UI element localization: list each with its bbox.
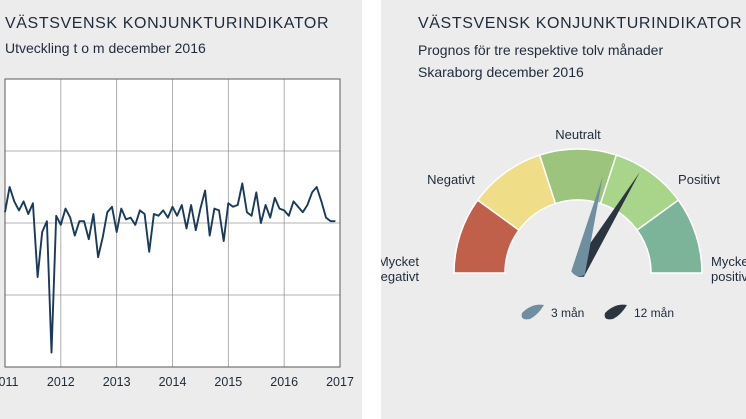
chart-title: VÄSTSVENSK KONJUNKTURINDIKATOR [5,15,330,32]
gauge-subtitle: Prognos för tre respektive tolv månader [418,42,664,58]
line-chart: 2011 2012 2013 2014 2015 2016 2017 [0,78,354,389]
legend-label: 3 mån [551,306,584,320]
x-tick-label: 2015 [214,375,242,389]
series-line [4,182,336,354]
x-tick-label: 2012 [47,375,75,389]
needle-3-months [571,176,603,277]
x-tick-label: 2017 [326,375,354,389]
gauge-chart: Mycketnegativt Negativt Neutralt Positivt My… [381,127,746,320]
plot-frame [4,78,341,368]
gauge-segment-label: Positivt [678,172,720,187]
line-chart-panel: VÄSTSVENSK KONJUNKTURINDIKATOR Utvecklin… [0,0,362,419]
x-tick-label: 2011 [0,375,18,389]
legend-swatch [521,304,544,320]
gauge-panel: VÄSTSVENSK KONJUNKTURINDIKATOR Prognos f… [381,0,746,419]
gauge-title: VÄSTSVENSK KONJUNKTURINDIKATOR [418,15,743,32]
chart-subtitle: Utveckling t o m december 2016 [5,40,206,56]
legend-label: 12 mån [634,306,674,320]
gauge-segment-label: Mycketnegativt [381,254,419,284]
legend-swatch [604,304,627,320]
x-tick-label: 2016 [270,375,298,389]
gauge-segment-label: Neutralt [555,127,601,142]
x-tick-label: 2013 [103,375,131,389]
gauge-segment-label: Negativt [427,172,475,187]
gauge-segment-label: Mycketpositivt [711,254,746,284]
gauge-segment [636,199,703,274]
x-tick-label: 2014 [159,375,187,389]
gauge-subtitle-region: Skaraborg december 2016 [418,64,584,80]
